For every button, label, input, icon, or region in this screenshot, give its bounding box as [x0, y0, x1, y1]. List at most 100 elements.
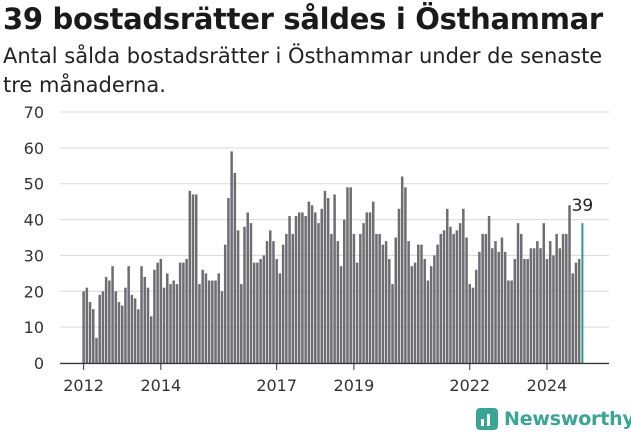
bar: [85, 287, 89, 363]
bar: [545, 259, 549, 363]
bar: [143, 276, 147, 363]
bar: [194, 194, 198, 363]
bar: [391, 284, 394, 363]
bar: [519, 233, 523, 363]
bar: [114, 291, 118, 363]
bar: [413, 262, 417, 363]
bar-highlight: [581, 223, 584, 363]
bar: [375, 233, 378, 363]
bar: [246, 212, 249, 363]
bar: [252, 262, 256, 363]
x-tick-label: 2024: [527, 376, 568, 395]
bar: [124, 287, 127, 363]
y-tick-label: 60: [24, 139, 44, 158]
x-tick-label: 2012: [63, 376, 104, 395]
bar: [523, 259, 526, 363]
bar: [223, 244, 227, 363]
bar: [256, 262, 259, 363]
bar: [397, 208, 401, 363]
x-tick-label: 2017: [256, 376, 297, 395]
bar: [137, 309, 140, 363]
bar: [304, 215, 307, 363]
bar: [478, 251, 481, 363]
bar: [352, 233, 356, 363]
bar: [204, 273, 208, 363]
bar: [320, 208, 323, 363]
bar: [362, 223, 365, 363]
bar: [487, 215, 491, 363]
bar: [166, 273, 169, 363]
x-tick-label: 2014: [140, 376, 181, 395]
bar: [539, 248, 542, 363]
bar: [571, 273, 574, 363]
bar: [548, 241, 552, 363]
bar: [436, 244, 439, 363]
bar: [95, 337, 98, 363]
bar: [462, 208, 465, 363]
bar: [394, 237, 398, 363]
bar: [429, 266, 433, 363]
bar: [285, 233, 288, 363]
bar: [458, 223, 462, 363]
bar: [307, 201, 311, 363]
bar: [555, 233, 558, 363]
bar: [507, 280, 510, 363]
bar: [500, 237, 504, 363]
bar: [388, 259, 391, 363]
bar: [156, 262, 159, 363]
bar: [400, 176, 404, 363]
bar: [474, 269, 478, 363]
bar: [178, 262, 182, 363]
bar: [236, 230, 240, 363]
bar: [529, 248, 533, 363]
bar: [339, 266, 343, 363]
bars: 39: [82, 151, 593, 363]
bar: [455, 230, 459, 363]
bar: [449, 226, 452, 363]
bar: [526, 259, 529, 363]
bar: [465, 237, 468, 363]
x-tick-label: 2019: [334, 376, 375, 395]
bar: [426, 280, 430, 363]
page-subtitle: Antal sålda bostadsrätter i Östhammar un…: [3, 44, 603, 97]
bar: [98, 294, 101, 363]
page-title: 39 bostadsrätter såldes i Östhammar: [3, 2, 603, 36]
bar: [481, 233, 484, 363]
bar: [281, 244, 285, 363]
bar: [371, 201, 375, 363]
y-tick-label: 50: [24, 175, 44, 194]
bar: [532, 248, 536, 363]
y-tick-label: 0: [34, 354, 44, 373]
bar: [182, 262, 185, 363]
bar: [185, 259, 188, 363]
bar: [175, 284, 179, 363]
bar: [343, 219, 346, 363]
x-tick-label: 2022: [449, 376, 490, 395]
bar: [140, 266, 143, 363]
bar: [92, 309, 95, 363]
bar: [249, 223, 253, 363]
bar: [503, 251, 507, 363]
bar: [404, 187, 407, 363]
bar: [330, 233, 333, 363]
bar: [365, 212, 369, 363]
newsworthy-logo[interactable]: Newsworthy: [476, 408, 631, 430]
bar: [558, 248, 562, 363]
bar: [513, 259, 517, 363]
bar: [230, 151, 233, 363]
bar: [272, 241, 275, 363]
y-tick-label: 10: [24, 318, 44, 337]
bar: [516, 223, 520, 363]
bar: [381, 244, 385, 363]
bar: [468, 284, 472, 363]
bar: [291, 233, 295, 363]
bar: [162, 287, 166, 363]
y-tick-label: 40: [24, 211, 44, 230]
bar: [420, 244, 423, 363]
bar: [268, 230, 272, 363]
newsworthy-logo-icon: [476, 408, 498, 430]
bar: [417, 244, 420, 363]
highlight-value-label: 39: [572, 196, 594, 216]
bar: [265, 241, 269, 363]
